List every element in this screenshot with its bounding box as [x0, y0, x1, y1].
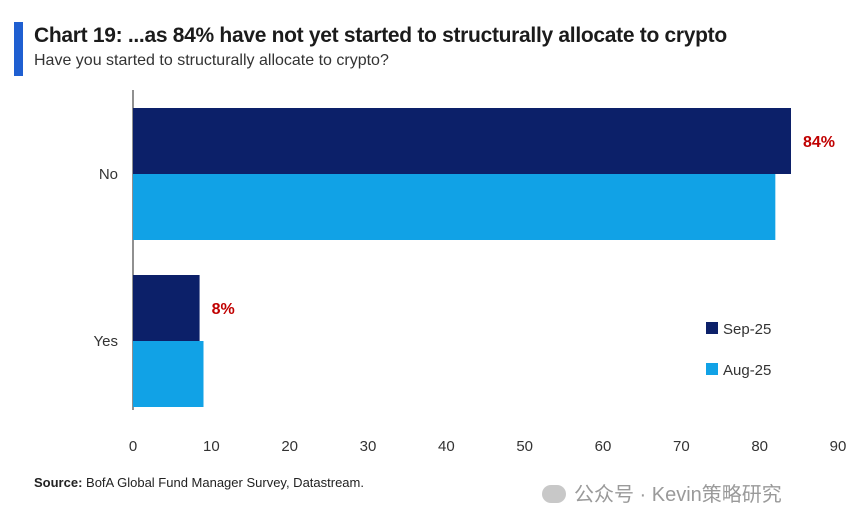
wechat-icon: [542, 485, 566, 503]
title-accent-bar: [14, 22, 23, 76]
source-label: Source:: [34, 475, 83, 490]
legend-swatch-sep-25: [706, 322, 718, 334]
source-note: Source: BofA Global Fund Manager Survey,…: [34, 475, 364, 490]
legend-label-aug-25: Aug-25: [723, 362, 771, 379]
x-tick-label-10: 10: [203, 438, 220, 455]
x-tick-label-0: 0: [129, 438, 137, 455]
x-tick-label-60: 60: [595, 438, 612, 455]
chart-subtitle: Have you started to structurally allocat…: [34, 52, 389, 69]
x-tick-label-80: 80: [751, 438, 768, 455]
legend-label-sep-25: Sep-25: [723, 321, 771, 338]
source-text: BofA Global Fund Manager Survey, Datastr…: [86, 475, 364, 490]
category-label-yes: Yes: [94, 333, 118, 350]
data-label-yes: 8%: [212, 301, 235, 318]
x-tick-label-50: 50: [516, 438, 533, 455]
data-label-no: 84%: [803, 134, 835, 151]
x-tick-label-40: 40: [438, 438, 455, 455]
legend-swatch-aug-25: [706, 363, 718, 375]
bar-no-aug-25: [133, 174, 776, 240]
bar-yes-sep-25: [133, 275, 200, 341]
watermark-text: 公众号 · Kevin策略研究: [574, 484, 782, 506]
x-tick-label-30: 30: [360, 438, 377, 455]
chart-title: Chart 19: ...as 84% have not yet started…: [34, 24, 727, 47]
x-tick-label-20: 20: [281, 438, 298, 455]
watermark: 公众号 · Kevin策略研究: [542, 478, 782, 507]
x-tick-label-90: 90: [830, 438, 847, 455]
bar-no-sep-25: [133, 108, 791, 174]
bar-yes-aug-25: [133, 341, 204, 407]
x-tick-label-70: 70: [673, 438, 690, 455]
category-label-no: No: [99, 166, 118, 183]
